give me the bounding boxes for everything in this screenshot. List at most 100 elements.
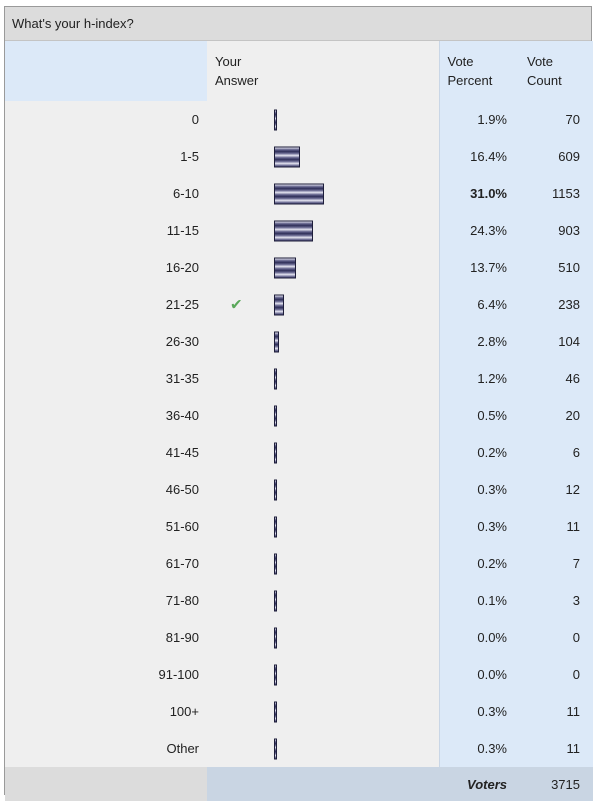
vote-bar — [274, 405, 277, 426]
vote-bar — [274, 331, 279, 352]
vote-count: 510 — [519, 249, 593, 286]
option-label: 61-70 — [165, 556, 199, 571]
vote-bar — [274, 664, 277, 685]
vote-bar — [274, 479, 277, 500]
vote-percent: 6.4% — [438, 286, 519, 323]
your-answer-cell: ✔ — [207, 286, 439, 323]
option-label: 31-35 — [165, 371, 199, 386]
your-answer-cell — [207, 397, 439, 434]
result-row: 11-15 24.3% 903 — [5, 212, 593, 249]
vote-percent: 0.2% — [438, 434, 519, 471]
result-row: 71-80 0.1% 3 — [5, 582, 593, 619]
your-answer-cell — [207, 360, 439, 397]
result-row: 0 1.9% 70 — [5, 101, 593, 138]
option-label: 41-45 — [165, 445, 199, 460]
result-row: 6-10 31.0% 1153 — [5, 175, 593, 212]
result-row: 81-90 0.0% 0 — [5, 619, 593, 656]
option-label: 26-30 — [165, 334, 199, 349]
footer-row: Voters 3715 — [5, 767, 593, 801]
vote-bar — [274, 442, 277, 463]
option-label: 71-80 — [165, 593, 199, 608]
vote-count: 0 — [519, 656, 593, 693]
your-answer-cell — [207, 730, 439, 767]
vote-percent: 0.5% — [438, 397, 519, 434]
vote-bar — [274, 738, 277, 759]
vote-bar — [274, 109, 277, 130]
results-table: Your Answer Vote Percent Vote Count 0 1.9% 70… — [5, 41, 593, 801]
checkmark-icon: ✔ — [230, 296, 243, 313]
your-answer-cell — [207, 323, 439, 360]
vote-bar — [274, 294, 284, 315]
vote-count: 0 — [519, 619, 593, 656]
result-row: 21-25 ✔ 6.4% 238 — [5, 286, 593, 323]
option-label: 36-40 — [165, 408, 199, 423]
vote-percent: 0.0% — [438, 619, 519, 656]
poll-title: What's your h-index? — [5, 7, 591, 41]
option-label: 51-60 — [165, 519, 199, 534]
result-row: 31-35 1.2% 46 — [5, 360, 593, 397]
option-label: 6-10 — [172, 186, 199, 201]
option-label: Other — [166, 741, 199, 756]
result-row: 46-50 0.3% 12 — [5, 471, 593, 508]
header-row: Your Answer Vote Percent Vote Count — [5, 41, 593, 101]
your-answer-cell — [207, 619, 439, 656]
voters-label: Voters — [207, 767, 519, 801]
your-answer-cell — [207, 471, 439, 508]
option-label: 0 — [191, 112, 199, 127]
vote-percent: 0.3% — [438, 693, 519, 730]
vote-percent: 0.3% — [438, 471, 519, 508]
your-answer-cell — [207, 508, 439, 545]
results-body: 0 1.9% 70 1-5 16.4% 609 6-10 31.0% 1153 11-15 24.3… — [5, 101, 593, 767]
your-answer-cell — [207, 656, 439, 693]
result-row: 41-45 0.2% 6 — [5, 434, 593, 471]
option-label: 1-5 — [180, 149, 199, 164]
header-your-answer: Your Answer — [207, 41, 439, 101]
option-label: 100+ — [169, 704, 199, 719]
your-answer-cell — [207, 434, 439, 471]
vote-bar — [274, 368, 277, 389]
option-label: 16-20 — [165, 260, 199, 275]
vote-count: 11 — [519, 730, 593, 767]
vote-count: 11 — [519, 508, 593, 545]
result-row: 100+ 0.3% 11 — [5, 693, 593, 730]
vote-percent: 31.0% — [438, 175, 519, 212]
vote-count: 104 — [519, 323, 593, 360]
vote-percent: 16.4% — [438, 138, 519, 175]
poll-results: What's your h-index? Your Answer Vote Perc… — [4, 6, 593, 801]
your-answer-cell — [207, 693, 439, 730]
your-answer-cell — [207, 212, 439, 249]
vote-percent: 0.3% — [438, 508, 519, 545]
your-answer-cell — [207, 138, 439, 175]
vote-count: 12 — [519, 471, 593, 508]
result-row: 36-40 0.5% 20 — [5, 397, 593, 434]
result-row: 1-5 16.4% 609 — [5, 138, 593, 175]
vote-percent: 0.1% — [438, 582, 519, 619]
option-label: 81-90 — [165, 630, 199, 645]
header-vote-percent: Vote Percent — [438, 41, 519, 101]
vote-count: 20 — [519, 397, 593, 434]
vote-count: 238 — [519, 286, 593, 323]
vote-count: 7 — [519, 545, 593, 582]
your-answer-cell — [207, 545, 439, 582]
header-blank — [5, 41, 207, 101]
vote-bar — [274, 146, 300, 167]
vote-count: 11 — [519, 693, 593, 730]
vote-bar — [274, 220, 313, 241]
vote-percent: 1.2% — [438, 360, 519, 397]
vote-bar — [274, 553, 277, 574]
vote-count: 609 — [519, 138, 593, 175]
vote-bar — [274, 701, 277, 722]
option-label: 21-25 — [165, 297, 199, 312]
vote-count: 46 — [519, 360, 593, 397]
vote-percent: 0.0% — [438, 656, 519, 693]
vote-bar — [274, 257, 296, 278]
vote-bar — [274, 183, 324, 204]
vote-count: 1153 — [519, 175, 593, 212]
result-row: 91-100 0.0% 0 — [5, 656, 593, 693]
vote-bar — [274, 627, 277, 648]
result-row: 26-30 2.8% 104 — [5, 323, 593, 360]
your-answer-cell — [207, 175, 439, 212]
result-row: 51-60 0.3% 11 — [5, 508, 593, 545]
header-vote-count: Vote Count — [519, 41, 593, 101]
option-label: 46-50 — [165, 482, 199, 497]
